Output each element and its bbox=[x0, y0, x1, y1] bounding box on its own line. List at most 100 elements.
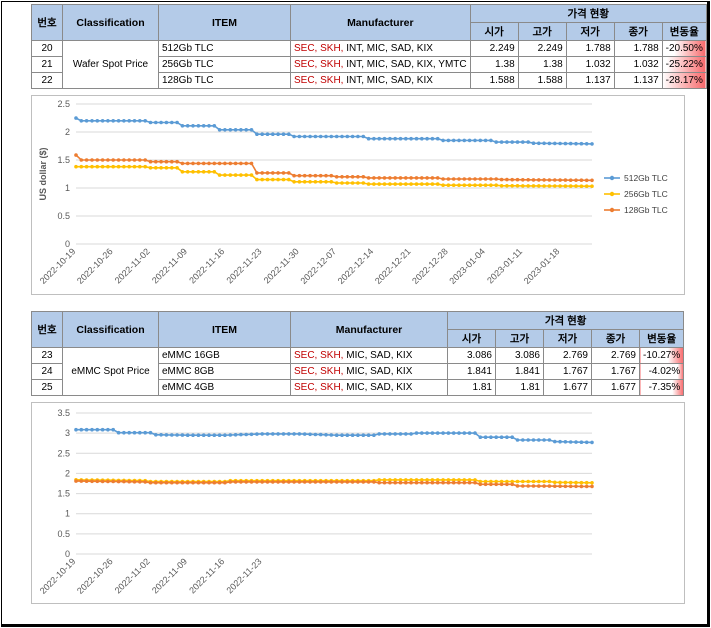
data-point bbox=[265, 132, 270, 136]
row-change: -28.17% bbox=[661, 72, 707, 89]
data-point bbox=[393, 176, 398, 180]
data-point bbox=[467, 478, 472, 482]
data-point bbox=[584, 142, 589, 146]
data-point bbox=[340, 175, 344, 179]
data-point bbox=[212, 170, 217, 174]
data-point bbox=[74, 479, 78, 483]
data-point bbox=[287, 132, 291, 136]
data-point bbox=[313, 480, 318, 484]
data-point bbox=[356, 175, 360, 179]
data-point bbox=[138, 430, 142, 435]
data-point bbox=[435, 182, 440, 186]
data-point bbox=[138, 158, 142, 162]
data-point bbox=[542, 141, 546, 146]
data-point bbox=[531, 141, 536, 145]
data-point bbox=[228, 128, 233, 132]
data-point bbox=[255, 132, 259, 136]
data-point bbox=[441, 480, 445, 485]
data-point bbox=[404, 176, 408, 180]
data-point bbox=[292, 134, 296, 139]
data-point bbox=[308, 173, 312, 178]
data-point bbox=[350, 480, 355, 484]
data-point bbox=[233, 433, 238, 437]
mfr-rest-text: MIC, SAD, KIX bbox=[343, 350, 413, 361]
data-point bbox=[239, 128, 243, 132]
row-classification: eMMC Spot Price bbox=[62, 347, 159, 396]
data-point bbox=[84, 119, 89, 123]
data-point bbox=[95, 158, 100, 162]
data-point bbox=[366, 433, 371, 437]
data-point bbox=[175, 120, 179, 125]
data-point bbox=[196, 161, 201, 166]
data-point bbox=[505, 479, 509, 484]
data-point bbox=[446, 183, 451, 187]
data-point bbox=[435, 431, 440, 435]
data-point bbox=[148, 480, 153, 485]
data-point bbox=[505, 435, 509, 439]
row-open: 2.249 bbox=[469, 40, 519, 57]
data-point bbox=[350, 433, 355, 437]
data-point bbox=[345, 480, 350, 484]
row-no: 22 bbox=[31, 72, 63, 89]
data-point bbox=[446, 478, 451, 482]
data-point bbox=[542, 479, 546, 484]
data-point bbox=[249, 161, 254, 166]
data-point bbox=[244, 173, 248, 177]
data-point bbox=[84, 164, 89, 169]
data-point bbox=[334, 181, 339, 185]
data-point bbox=[164, 480, 169, 485]
row-item: eMMC 8GB bbox=[158, 363, 291, 380]
data-point bbox=[478, 482, 483, 487]
data-point bbox=[547, 484, 552, 488]
data-point bbox=[356, 134, 360, 139]
y-tick-label: 0 bbox=[65, 239, 70, 249]
data-point bbox=[313, 173, 318, 178]
row-no: 23 bbox=[31, 347, 63, 364]
data-point bbox=[170, 120, 174, 125]
data-point bbox=[414, 478, 419, 482]
header-classification: Classification bbox=[62, 4, 159, 41]
data-point bbox=[526, 178, 530, 182]
data-point bbox=[446, 431, 451, 435]
row-manufacturer: SEC, SKH, INT, MIC, SAD, KIX, YMTC bbox=[290, 56, 471, 73]
data-point bbox=[563, 184, 568, 188]
data-point bbox=[372, 433, 376, 437]
header-change: 변동율 bbox=[661, 22, 707, 41]
header-manufacturer: Manufacturer bbox=[290, 311, 448, 348]
data-point bbox=[568, 184, 573, 188]
data-point bbox=[393, 182, 398, 186]
data-point bbox=[154, 166, 158, 170]
data-point bbox=[462, 183, 467, 187]
row-change: -20.50% bbox=[661, 40, 707, 57]
data-point bbox=[159, 166, 163, 170]
x-tick-label: 2022-11-09 bbox=[150, 246, 189, 285]
data-point bbox=[537, 479, 541, 484]
data-point bbox=[590, 142, 594, 146]
mfr-red-text: SEC, SKH, bbox=[294, 59, 344, 70]
data-point bbox=[297, 180, 302, 184]
data-point bbox=[398, 136, 403, 141]
data-point bbox=[537, 178, 541, 182]
data-point bbox=[287, 480, 291, 484]
data-point bbox=[340, 134, 344, 139]
mfr-rest-text: INT, MIC, SAD, KIX, YMTC bbox=[343, 59, 467, 70]
data-point bbox=[175, 166, 179, 170]
data-point bbox=[106, 158, 110, 162]
data-point bbox=[324, 173, 328, 178]
x-tick-label: 2023-01-04 bbox=[447, 246, 487, 286]
data-point bbox=[106, 479, 110, 484]
data-point bbox=[175, 480, 179, 485]
data-point bbox=[515, 177, 520, 182]
data-point bbox=[191, 433, 195, 437]
data-point bbox=[255, 480, 259, 484]
data-point bbox=[404, 478, 408, 482]
data-point bbox=[271, 177, 275, 182]
x-tick-label: 2022-11-16 bbox=[187, 556, 226, 595]
data-point bbox=[217, 480, 222, 485]
row-item: eMMC 4GB bbox=[158, 379, 291, 396]
data-point bbox=[388, 182, 392, 186]
header-manufacturer: Manufacturer bbox=[290, 4, 471, 41]
data-point bbox=[505, 140, 509, 144]
data-point bbox=[271, 171, 275, 175]
y-tick-label: 1.5 bbox=[57, 155, 70, 165]
